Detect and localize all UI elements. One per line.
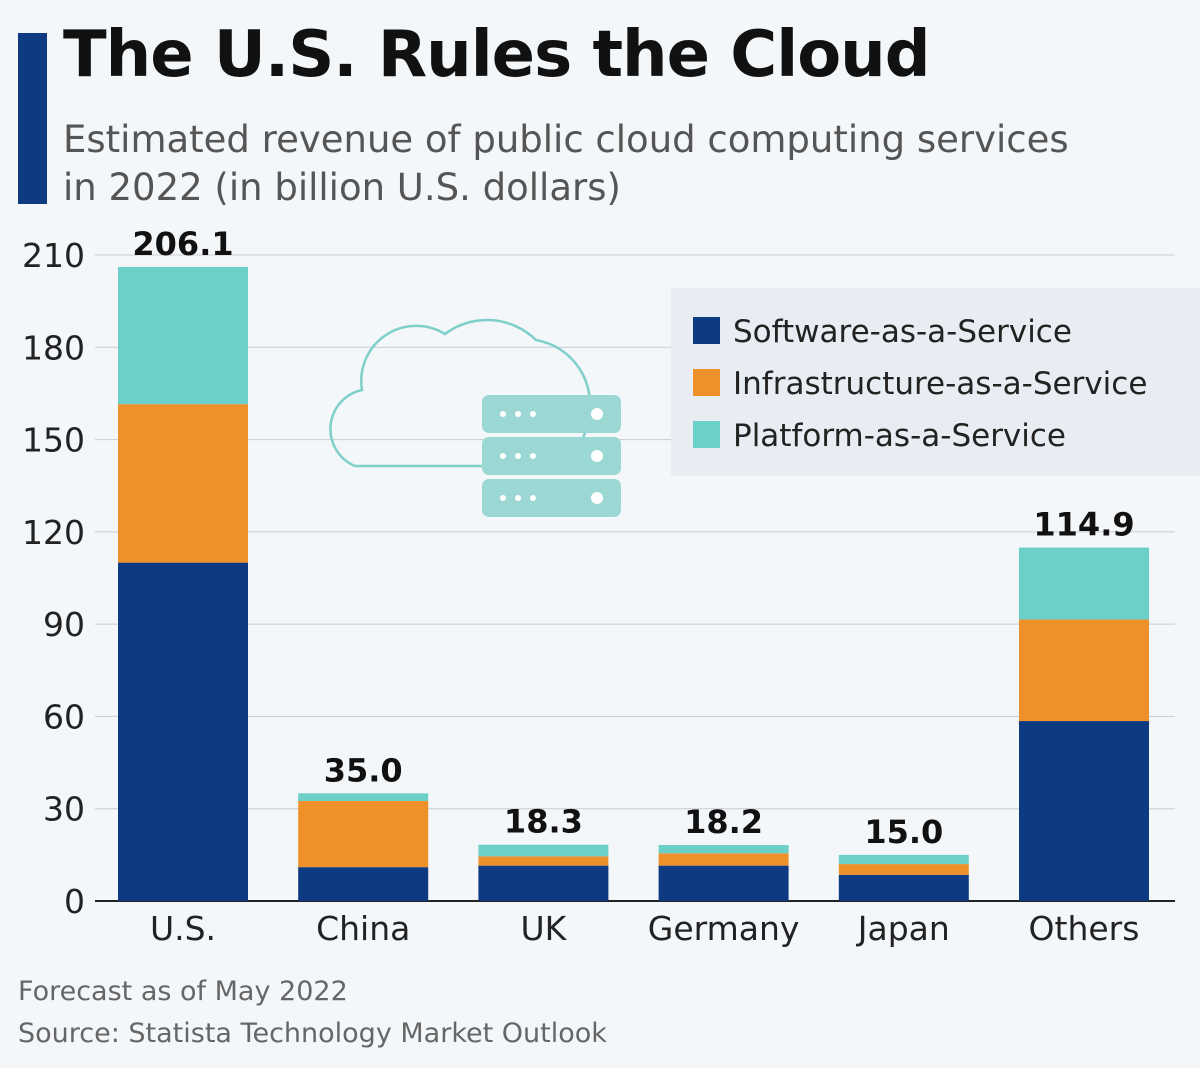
bar-segment (658, 845, 789, 854)
legend-swatch (693, 369, 720, 396)
x-category-label: China (316, 909, 410, 948)
bar-segment (298, 801, 429, 868)
bar-segment (1019, 721, 1149, 901)
y-tick-label: 30 (43, 790, 85, 829)
forecast-note: Forecast as of May 2022 (18, 976, 348, 1007)
bar-segment (1019, 619, 1149, 722)
legend-background (671, 288, 1200, 476)
bar-segment (478, 856, 609, 866)
bar-segment (478, 865, 609, 901)
total-value-label: 114.9 (1033, 506, 1134, 544)
legend-item-label: Platform-as-a-Service (733, 418, 1066, 454)
x-category-label: U.S. (150, 909, 216, 948)
chart-title: The U.S. Rules the Cloud (63, 18, 931, 92)
total-value-label: 35.0 (324, 751, 403, 789)
total-value-label: 15.0 (864, 813, 943, 851)
legend-swatch (693, 317, 720, 344)
chart-subtitle: Estimated revenue of public cloud comput… (63, 118, 1069, 209)
y-tick-label: 210 (22, 236, 85, 275)
bar-segment (298, 867, 429, 901)
bar-segment (1019, 547, 1149, 620)
legend-item-label: Software-as-a-Service (733, 314, 1072, 350)
bar-segment (658, 865, 789, 901)
x-category-label: Japan (856, 909, 950, 948)
x-category-label: Others (1029, 909, 1140, 948)
title-accent-bar (18, 33, 47, 204)
source-note: Source: Statista Technology Market Outlo… (18, 1018, 607, 1049)
legend-swatch (693, 421, 720, 448)
y-tick-label: 0 (64, 882, 85, 921)
x-category-label: Germany (648, 909, 800, 948)
bar-segment (478, 844, 609, 857)
y-tick-label: 60 (43, 697, 85, 736)
total-value-label: 206.1 (132, 225, 233, 263)
bar-segment (838, 854, 969, 865)
legend-item-label: Infrastructure-as-a-Service (733, 366, 1147, 402)
bar-segment (658, 853, 789, 866)
bar-segment (118, 266, 248, 405)
y-tick-label: 180 (22, 328, 85, 367)
y-tick-label: 150 (22, 421, 85, 460)
bar-segment (118, 404, 248, 563)
bar-segment (838, 874, 969, 901)
bar-segment (298, 793, 429, 802)
total-value-label: 18.2 (684, 803, 763, 841)
cloud-server-icon (329, 318, 621, 517)
legend: Software-as-a-Service Infrastructure-as-a… (671, 288, 1200, 476)
bar-segment (118, 562, 248, 901)
y-tick-label: 90 (43, 605, 85, 644)
y-tick-label: 120 (22, 513, 85, 552)
x-category-label: UK (521, 909, 568, 948)
total-value-label: 18.3 (504, 803, 583, 841)
bar-segment (838, 864, 969, 875)
